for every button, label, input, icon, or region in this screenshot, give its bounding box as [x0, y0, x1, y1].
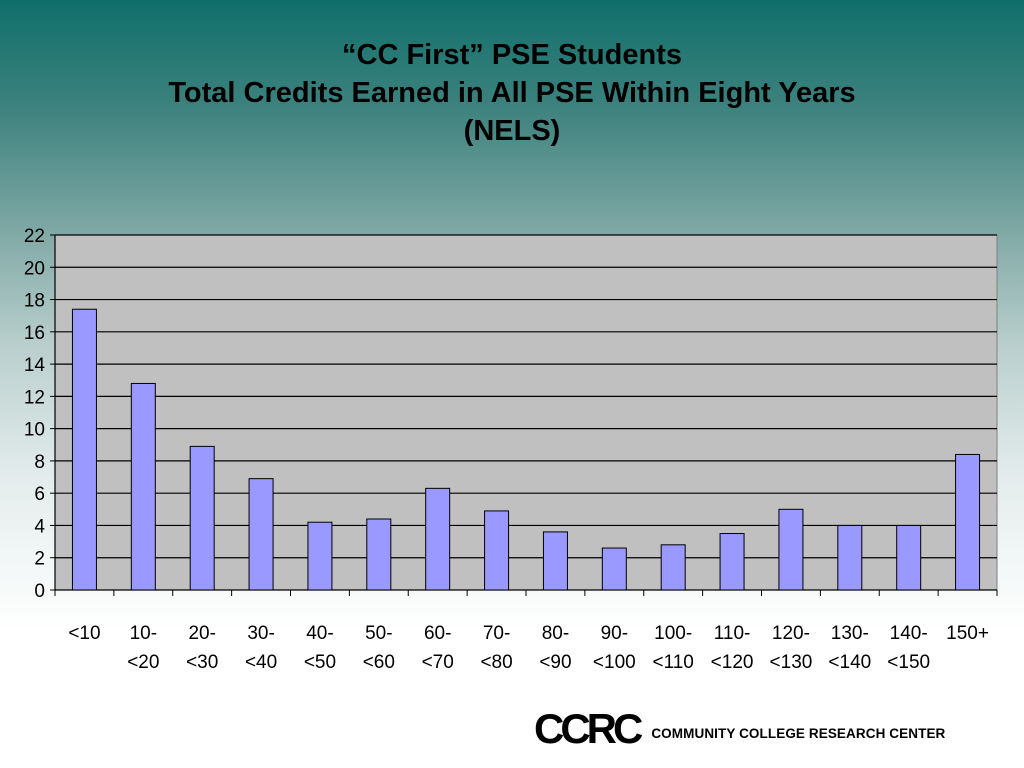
x-tick-label: <120 — [711, 652, 754, 673]
y-tick-label: 8 — [34, 452, 45, 473]
x-tick-label: 10- — [130, 623, 157, 644]
x-tick-label: <130 — [770, 652, 813, 673]
x-tick-label: 60- — [424, 623, 451, 644]
x-tick-label: <20 — [127, 652, 159, 673]
bar — [307, 521, 333, 591]
x-tick-label: <140 — [828, 652, 871, 673]
y-tick-label: 18 — [24, 291, 45, 312]
x-tick-label: 130- — [831, 623, 869, 644]
logo-mark: CCRC — [534, 705, 643, 752]
y-tick-label: 22 — [24, 226, 45, 247]
bar — [366, 518, 392, 591]
x-tick-label: 70- — [483, 623, 510, 644]
bar — [601, 547, 627, 591]
x-tick-label: <30 — [186, 652, 218, 673]
ccrc-logo: CCRC COMMUNITY COLLEGE RESEARCH CENTER — [530, 708, 976, 750]
x-tick-label: <40 — [245, 652, 277, 673]
y-tick-label: 20 — [24, 258, 45, 279]
x-tick-label: 20- — [188, 623, 215, 644]
x-tick-label: 50- — [365, 623, 392, 644]
x-tick-label: 100- — [654, 623, 692, 644]
y-tick-label: 4 — [34, 516, 45, 537]
x-tick-label: <110 — [652, 652, 693, 673]
bar — [837, 524, 863, 591]
bar — [719, 533, 745, 591]
bar — [189, 445, 215, 591]
x-tick-label: 150+ — [946, 623, 989, 644]
bar — [896, 524, 922, 591]
x-tick-label: <150 — [887, 652, 930, 673]
x-tick-label: 120- — [772, 623, 810, 644]
bar — [778, 508, 804, 591]
y-tick-label: 16 — [24, 323, 45, 344]
x-tick-label: <70 — [422, 652, 454, 673]
x-tick-label: <100 — [593, 652, 636, 673]
x-tick-label: 80- — [542, 623, 569, 644]
x-tick-label: 140- — [890, 623, 928, 644]
bar — [71, 308, 97, 591]
x-tick-label: 40- — [306, 623, 333, 644]
x-tick-label: 30- — [247, 623, 274, 644]
bar — [484, 510, 510, 591]
bar — [660, 544, 686, 591]
title-line-1: “CC First” PSE Students — [342, 39, 682, 71]
y-tick-label: 0 — [34, 581, 45, 602]
bar — [248, 478, 274, 591]
y-tick-label: 2 — [34, 549, 45, 570]
y-tick-label: 14 — [24, 355, 46, 376]
x-tick-label: <80 — [480, 652, 512, 673]
x-tick-label: <90 — [539, 652, 571, 673]
x-tick-label: 90- — [601, 623, 628, 644]
bar — [425, 487, 451, 591]
y-tick-label: 6 — [34, 484, 45, 505]
x-tick-label: <10 — [68, 623, 100, 644]
title-line-2: Total Credits Earned in All PSE Within E… — [168, 77, 856, 109]
slide-title: “CC First” PSE Students Total Credits Ea… — [0, 36, 1024, 150]
x-tick-label: <60 — [363, 652, 395, 673]
bar — [955, 453, 981, 591]
logo-text: COMMUNITY COLLEGE RESEARCH CENTER — [651, 725, 946, 741]
y-tick-label: 12 — [24, 387, 45, 408]
title-line-3: (NELS) — [463, 115, 561, 147]
x-tick-label: 110- — [714, 623, 751, 644]
bar — [130, 382, 156, 591]
bar — [542, 531, 568, 591]
y-tick-label: 10 — [24, 420, 45, 441]
x-tick-label: <50 — [304, 652, 336, 673]
